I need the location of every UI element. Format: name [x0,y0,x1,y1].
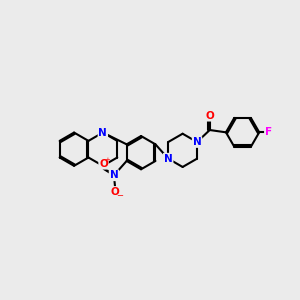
Text: N: N [98,128,107,138]
Text: O: O [206,111,214,121]
Text: O: O [111,187,119,197]
Text: N: N [193,137,201,147]
Text: −: − [116,192,123,201]
Text: N: N [110,170,118,180]
Text: O: O [99,159,108,169]
Text: F: F [265,127,272,137]
Text: +: + [105,157,111,163]
Text: N: N [164,154,172,164]
